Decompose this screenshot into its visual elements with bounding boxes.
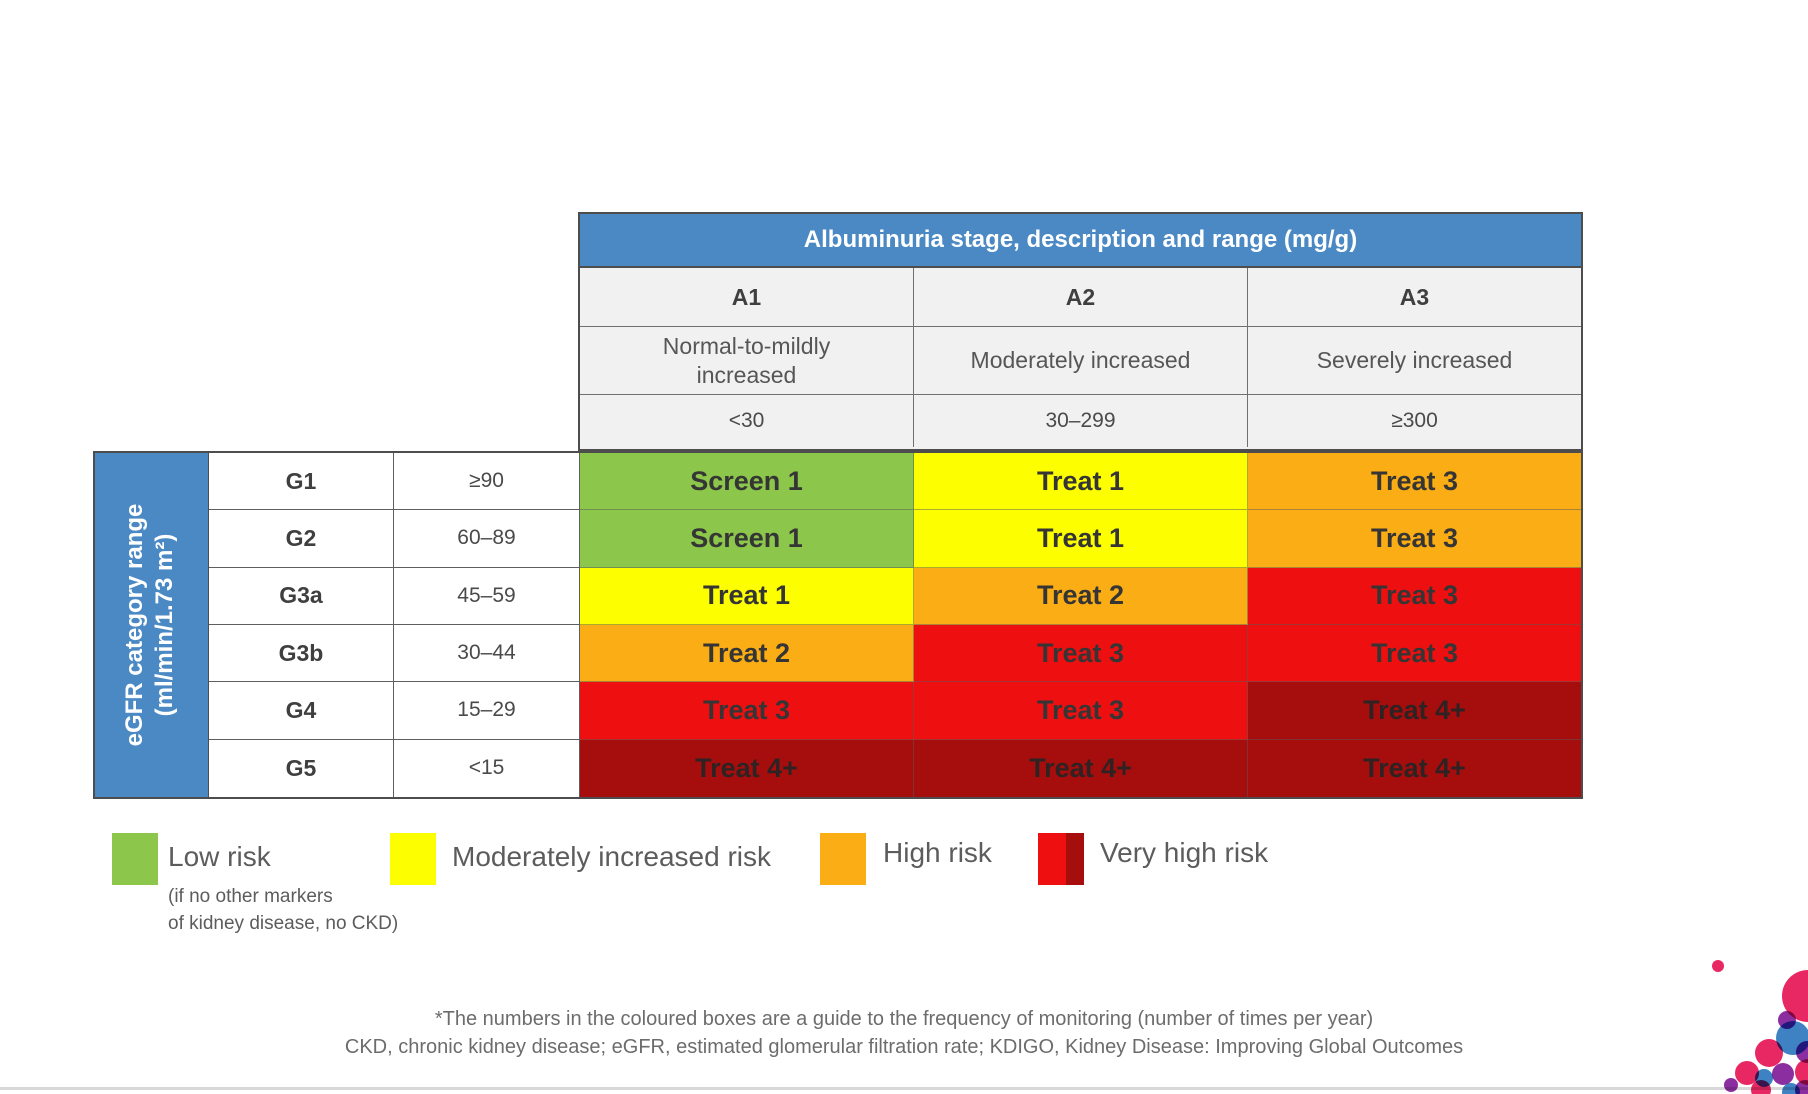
legend-swatch-high-risk: [820, 833, 866, 885]
legend-note-low-risk-line1: (if no other markers: [168, 886, 333, 907]
risk-cell: Screen 1: [580, 453, 914, 511]
g-stage-label: G4: [209, 682, 394, 740]
decorative-dot: [1795, 1080, 1808, 1094]
table-row-g3b: G3b 30–44 Treat 2 Treat 3 Treat 3: [209, 624, 1581, 683]
g-stage-label: G3b: [209, 624, 394, 683]
legend-label-moderately-increased-risk: Moderately increased risk: [452, 841, 772, 872]
risk-cell: Treat 2: [914, 567, 1248, 625]
range-cell-a2: 30–299: [914, 395, 1248, 447]
stage-cell-a3: A3: [1248, 268, 1581, 327]
risk-cell: Treat 4+: [580, 739, 914, 797]
decorative-dot: [1772, 1063, 1794, 1085]
legend-swatch-very-high-risk-red-half: [1038, 833, 1066, 885]
decorative-dot: [1712, 960, 1724, 972]
legend-note-low-risk-line2: of kidney disease, no CKD): [168, 913, 399, 934]
risk-cell: Screen 1: [580, 510, 914, 568]
legend-swatch-low-risk: [112, 833, 158, 885]
table-row-g4: G4 15–29 Treat 3 Treat 3 Treat 4+: [209, 682, 1581, 740]
g-stage-label: G1: [209, 453, 394, 511]
g-range-label: 45–59: [394, 567, 580, 625]
albuminuria-header-table: Albuminuria stage, description and range…: [578, 212, 1583, 451]
risk-cell: Treat 3: [580, 682, 914, 740]
albuminuria-range-row: <30 30–299 ≥300: [580, 395, 1581, 447]
decorative-dot: [1782, 1083, 1800, 1094]
risk-cell: Treat 1: [914, 510, 1248, 568]
egfr-axis-label-line1: eGFR category range: [121, 503, 148, 747]
egfr-axis-label: eGFR category range (ml/min/1.73 m²): [95, 453, 205, 797]
risk-matrix-rows: G1 ≥90 Screen 1 Treat 1 Treat 3 G2 60–89…: [209, 453, 1581, 797]
footnote-abbreviations: CKD, chronic kidney disease; eGFR, estim…: [344, 1036, 1464, 1058]
decorative-dot: [1796, 1041, 1808, 1063]
decorative-dot: [1795, 1059, 1808, 1085]
g-range-label: ≥90: [394, 453, 580, 511]
description-cell-a3: Severely increased: [1248, 327, 1581, 395]
decorative-dot: [1751, 1080, 1771, 1094]
risk-cell: Treat 1: [914, 453, 1248, 511]
table-row-g5: G5 <15 Treat 4+ Treat 4+ Treat 4+: [209, 739, 1581, 797]
g-stage-label: G2: [209, 510, 394, 568]
g-range-label: 30–44: [394, 624, 580, 683]
albuminuria-title: Albuminuria stage, description and range…: [580, 214, 1581, 268]
range-cell-a3: ≥300: [1248, 395, 1581, 447]
legend-swatch-moderately-increased-risk: [390, 833, 436, 885]
legend-label-low-risk: Low risk: [168, 841, 271, 872]
table-row-g1: G1 ≥90 Screen 1 Treat 1 Treat 3: [209, 453, 1581, 511]
bottom-divider: [0, 1087, 1808, 1090]
table-row-g3a: G3a 45–59 Treat 1 Treat 2 Treat 3: [209, 567, 1581, 625]
decorative-dot: [1724, 1078, 1738, 1092]
g-range-label: 60–89: [394, 510, 580, 568]
range-cell-a1: <30: [580, 395, 914, 447]
legend-swatch-very-high-risk: [1038, 833, 1084, 885]
description-cell-a1: Normal-to-mildly increased: [580, 327, 914, 395]
risk-cell: Treat 3: [914, 624, 1248, 683]
legend-label-high-risk: High risk: [883, 837, 992, 868]
risk-cell: Treat 3: [1248, 453, 1581, 511]
risk-cell: Treat 4+: [914, 739, 1248, 797]
egfr-axis-strip: eGFR category range (ml/min/1.73 m²): [95, 453, 209, 797]
albuminuria-description-row: Normal-to-mildly increased Moderately in…: [580, 327, 1581, 395]
risk-cell: Treat 2: [580, 624, 914, 683]
g-stage-label: G5: [209, 739, 394, 797]
legend-swatch-very-high-risk-darkred-half: [1066, 833, 1084, 885]
albuminuria-stage-row: A1 A2 A3: [580, 268, 1581, 327]
description-cell-a2: Moderately increased: [914, 327, 1248, 395]
table-row-g2: G2 60–89 Screen 1 Treat 1 Treat 3: [209, 510, 1581, 568]
risk-cell: Treat 3: [914, 682, 1248, 740]
egfr-axis-label-line2: (ml/min/1.73 m²): [151, 533, 178, 717]
risk-cell: Treat 1: [580, 567, 914, 625]
stage-cell-a1: A1: [580, 268, 914, 327]
risk-cell: Treat 4+: [1248, 739, 1581, 797]
g-range-label: <15: [394, 739, 580, 797]
stage-cell-a2: A2: [914, 268, 1248, 327]
footnote-monitoring: *The numbers in the coloured boxes are a…: [434, 1008, 1374, 1030]
g-range-label: 15–29: [394, 682, 580, 740]
risk-cell: Treat 3: [1248, 624, 1581, 683]
risk-cell: Treat 4+: [1248, 682, 1581, 740]
g-stage-label: G3a: [209, 567, 394, 625]
risk-matrix-table: eGFR category range (ml/min/1.73 m²) G1 …: [93, 451, 1583, 799]
risk-cell: Treat 3: [1248, 567, 1581, 625]
decorative-dot: [1755, 1039, 1783, 1067]
legend-label-very-high-risk: Very high risk: [1100, 837, 1269, 868]
risk-cell: Treat 3: [1248, 510, 1581, 568]
